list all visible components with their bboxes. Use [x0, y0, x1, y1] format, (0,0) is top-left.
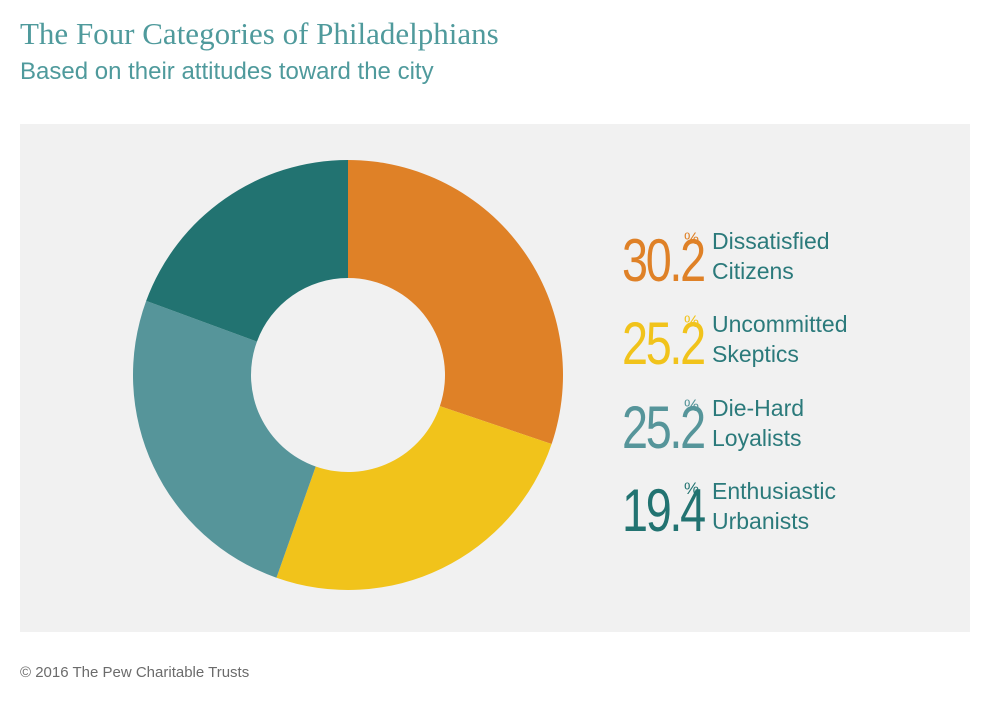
legend-label: Dissatisfied Citizens — [712, 228, 830, 284]
legend-percent-sign: % — [684, 396, 700, 415]
donut-slice-dissatisfied-citizens — [348, 160, 563, 445]
donut-chart — [132, 160, 563, 590]
legend-item-dissatisfied-citizens: 30.2 % Dissatisfied Citizens — [588, 224, 958, 304]
legend-value: 25.2 — [622, 394, 706, 461]
legend-item-die-hard-loyalists: 25.2 % Die-Hard Loyalists — [588, 391, 958, 471]
donut-slice-die-hard-loyalists — [132, 300, 316, 578]
copyright-footer: © 2016 The Pew Charitable Trusts — [20, 664, 250, 681]
chart-title: The Four Categories of Philadelphians — [20, 16, 499, 51]
legend-percent-sign: % — [684, 312, 700, 331]
legend-percent-sign: % — [684, 229, 700, 248]
legend-value: 30.2 — [622, 227, 706, 294]
legend-percent-sign: % — [684, 479, 700, 498]
chart-subtitle: Based on their attitudes toward the city — [20, 58, 434, 85]
legend-item-enthusiastic-urbanists: 19.4 % Enthusiastic Urbanists — [588, 474, 958, 554]
legend-label: Die-Hard Loyalists — [712, 395, 805, 451]
donut-slice-enthusiastic-urbanists — [146, 160, 348, 342]
chart-panel: 30.2 % Dissatisfied Citizens 25.2 % Unco… — [20, 124, 970, 632]
legend-value: 25.2 — [622, 310, 706, 377]
legend-value: 19.4 — [622, 477, 706, 544]
legend-item-uncommitted-skeptics: 25.2 % Uncommitted Skeptics — [588, 307, 958, 387]
legend-label: Enthusiastic Urbanists — [712, 478, 837, 534]
legend-label: Uncommitted Skeptics — [712, 311, 848, 367]
donut-slice-uncommitted-skeptics — [276, 406, 552, 590]
